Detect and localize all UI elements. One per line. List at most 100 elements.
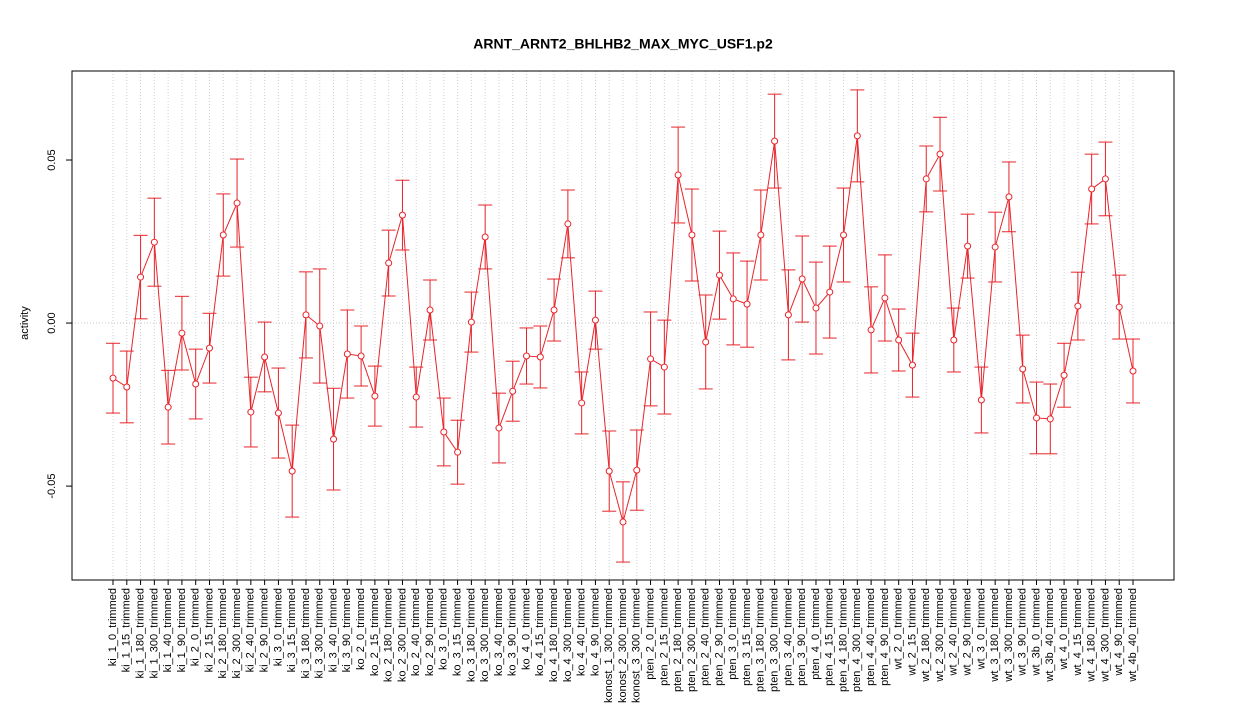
x-tick-label: ko_2_0_trimmed [355,588,367,670]
x-tick-label: ko_3_180_trimmed [465,588,477,682]
data-point [330,435,338,443]
data-point [936,150,944,158]
data-point [467,318,475,326]
data-point [757,231,765,239]
data-point [660,363,668,371]
x-tick-label: ko_2_40_trimmed [410,588,422,676]
x-tick-label: pten_3_40_trimmed [782,588,794,686]
x-tick-label: wt_4_0_trimmed [1058,588,1070,670]
data-point [950,336,958,344]
x-tick-label: pten_4_180_trimmed [837,588,849,692]
x-tick-label: ko_4_300_trimmed [562,588,574,682]
data-point [729,295,737,303]
x-tick-label: ki_2_40_trimmed [245,588,257,672]
x-tick-label: ko_3_90_trimmed [507,588,519,676]
data-point [1074,302,1082,310]
data-point [647,355,655,363]
x-tick-label: ko_4_90_trimmed [589,588,601,676]
data-point [550,306,558,314]
x-tick-label: wt_4_300_trimmed [1099,588,1111,683]
x-tick-label: wt_2_90_trimmed [962,588,974,676]
data-point [398,211,406,219]
x-tick-label: ko_2_90_trimmed [424,588,436,676]
x-tick-label: ki_1_180_trimmed [134,588,146,679]
data-point [192,380,200,388]
x-tick-label: ko_3_300_trimmed [479,588,491,682]
x-tick-label: ki_1_15_trimmed [121,588,133,672]
x-tick-label: ko_3_15_trimmed [452,588,464,676]
data-point [1046,415,1054,423]
x-tick-label: wt_3b_40_trimmed [1044,588,1056,683]
data-point [1005,193,1013,201]
data-point [1033,414,1041,422]
x-tick-label: pten_3_300_trimmed [769,588,781,692]
data-point [343,350,351,358]
x-tick-label: ko_4_40_trimmed [576,588,588,676]
x-tick-label: pten_3_90_trimmed [796,588,808,686]
data-point [578,399,586,407]
x-tick-label: wt_4b_40_trimmed [1127,588,1139,683]
x-tick-label: wt_3_90_trimmed [1017,588,1029,676]
data-point [784,311,792,319]
x-tick-label: wt_3_180_trimmed [989,588,1001,683]
data-point [881,294,889,302]
data-point [1115,303,1123,311]
data-point [288,467,296,475]
y-tick-label: 0.05 [46,149,58,170]
data-point [771,137,779,145]
data-point [426,306,434,314]
data-point [274,409,282,417]
x-tick-label: ko_2_15_trimmed [369,588,381,676]
data-point [867,326,875,334]
data-point [895,336,903,344]
data-point [123,383,131,391]
y-axis-label: activity [19,306,31,340]
x-tick-label: ki_2_90_trimmed [259,588,271,672]
data-point [164,403,172,411]
data-point [178,329,186,337]
x-tick-label: wt_2_300_trimmed [934,588,946,683]
x-tick-label: wt_2_180_trimmed [920,588,932,683]
x-tick-label: wt_4_90_trimmed [1113,588,1125,676]
x-tick-label: pten_3_15_trimmed [741,588,753,686]
data-point [964,242,972,250]
x-tick-label: ki_3_0_trimmed [272,588,284,666]
data-point [536,353,544,361]
data-point [591,316,599,324]
x-tick-label: ko_2_300_trimmed [396,588,408,682]
data-point [977,396,985,404]
x-tick-label: ko_4_180_trimmed [548,588,560,682]
x-tick-label: pten_2_180_trimmed [672,588,684,692]
data-point [633,466,641,474]
data-point [523,352,531,360]
data-point [564,220,572,228]
data-point [481,233,489,241]
data-point [495,424,503,432]
x-tick-label: wt_4_180_trimmed [1086,588,1098,683]
data-point [137,273,145,281]
data-point [1060,371,1068,379]
data-point [357,352,365,360]
data-point [109,374,117,382]
data-point [853,132,861,140]
x-tick-label: pten_2_300_trimmed [686,588,698,692]
data-point [302,311,310,319]
x-tick-label: ko_4_15_trimmed [534,588,546,676]
data-point [688,231,696,239]
x-tick-label: ki_1_90_trimmed [176,588,188,672]
x-tick-label: pten_4_300_trimmed [851,588,863,692]
x-tick-label: wt_2_40_trimmed [948,588,960,676]
data-point [798,275,806,283]
data-point [702,338,710,346]
data-point [233,199,241,207]
x-tick-label: ki_3_90_trimmed [341,588,353,672]
x-tick-label: pten_2_15_trimmed [658,588,670,686]
x-tick-label: ki_2_15_trimmed [203,588,215,672]
x-tick-label: wt_2_0_trimmed [893,588,905,670]
x-tick-label: ki_3_15_trimmed [286,588,298,672]
data-point [261,353,269,361]
data-point [605,467,613,475]
x-tick-label: ki_1_0_trimmed [107,588,119,666]
x-tick-label: pten_2_90_trimmed [713,588,725,686]
data-point [619,518,627,526]
